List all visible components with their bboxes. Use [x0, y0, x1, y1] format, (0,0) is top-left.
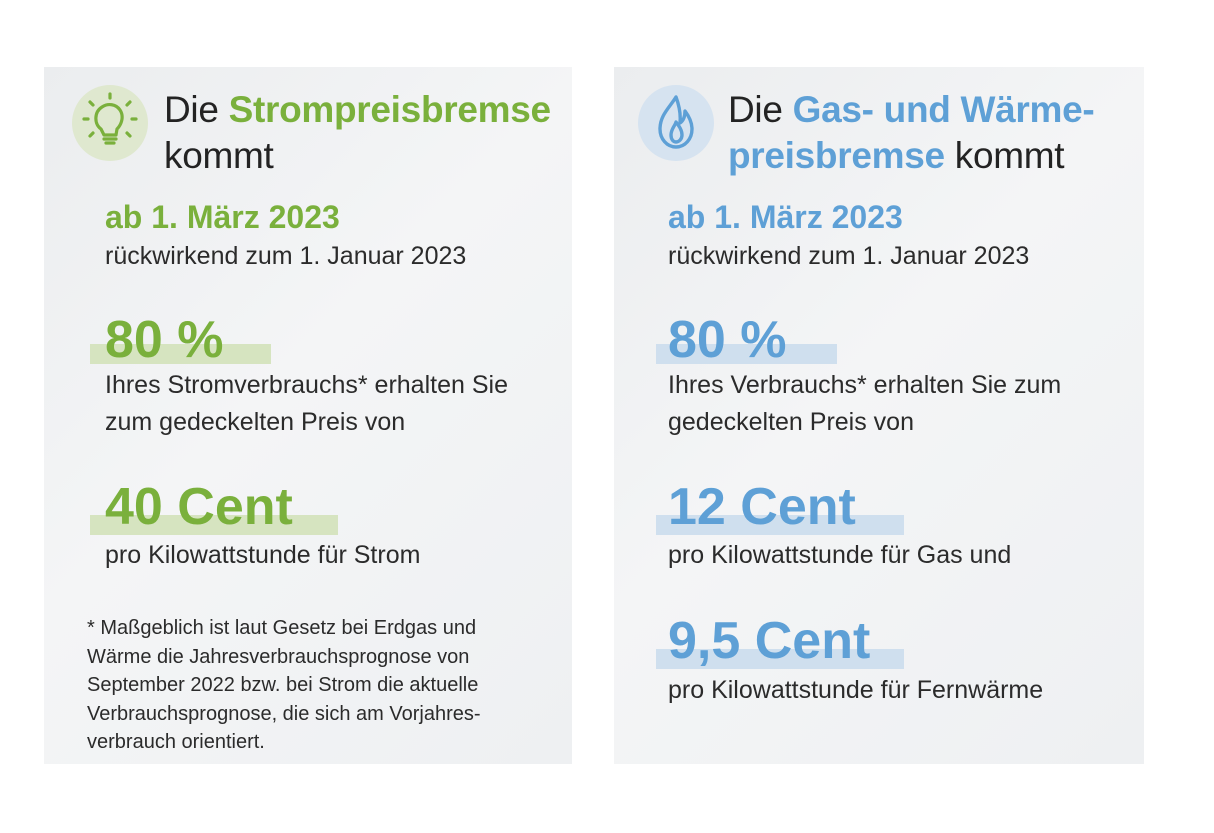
heat-price-description: pro Kilowattstunde für Fernwärme — [668, 676, 1044, 704]
highlight-bar — [90, 515, 338, 535]
footnote: * Maßgeblich ist laut Gesetz bei Erdgas … — [87, 614, 557, 757]
panel-title: Die Gas- und Wärme- preisbremse kommt — [728, 87, 1138, 179]
price-description: pro Kilowattstunde für Strom — [105, 541, 421, 569]
retroactive-note: rückwirkend zum 1. Januar 2023 — [668, 242, 1030, 270]
footnote-line: Wärme die Jahresverbrauchsprognose von — [87, 645, 470, 668]
highlight-bar — [90, 344, 271, 364]
title-suffix: kommt — [164, 135, 274, 176]
panel-title: Die Strompreisbremse kommt — [164, 87, 564, 179]
gas-price-value: 12 Cent — [668, 478, 856, 536]
flame-icon — [638, 85, 714, 161]
retroactive-note: rückwirkend zum 1. Januar 2023 — [105, 242, 467, 270]
highlight-bar — [656, 649, 904, 669]
heat-price-value: 9,5 Cent — [668, 612, 871, 670]
price-value: 40 Cent — [105, 478, 293, 536]
percent-description-line-2: zum gedeckelten Preis von — [105, 408, 406, 436]
electricity-price-brake-panel: Die Strompreisbremse kommt ab 1. März 20… — [44, 67, 572, 764]
footnote-line: * Maßgeblich ist laut Gesetz bei Erdgas … — [87, 617, 477, 639]
percent-description-line-1: Ihres Verbrauchs* erhalten Sie zum — [668, 371, 1062, 399]
footnote-line: Verbrauchsprognose, die sich am Vorjahre… — [87, 702, 481, 725]
percent-description-line-2: gedeckelten Preis von — [668, 408, 914, 436]
title-highlight: Strompreisbremse — [228, 89, 551, 130]
percent-description-line-1: Ihres Stromverbrauchs* erhalten Sie — [105, 371, 508, 399]
title-highlight-line-2: preisbremse — [728, 135, 945, 176]
percent-value: 80 % — [105, 311, 224, 369]
title-highlight-line-1: Gas- und Wärme- — [792, 89, 1095, 130]
title-suffix: kommt — [944, 135, 1065, 176]
title-prefix: Die — [164, 89, 229, 130]
start-date: ab 1. März 2023 — [668, 199, 903, 235]
footnote-line: September 2022 bzw. bei Strom die aktuel… — [87, 674, 479, 696]
gas-price-description: pro Kilowattstunde für Gas und — [668, 541, 1012, 569]
highlight-bar — [656, 515, 904, 535]
percent-value: 80 % — [668, 311, 787, 369]
highlight-bar — [656, 344, 837, 364]
gas-heat-price-brake-panel: Die Gas- und Wärme- preisbremse kommt ab… — [614, 67, 1144, 764]
footnote-line: verbrauch orientiert. — [87, 731, 265, 753]
lightbulb-icon — [72, 85, 148, 161]
title-prefix: Die — [728, 89, 793, 130]
start-date: ab 1. März 2023 — [105, 199, 340, 235]
